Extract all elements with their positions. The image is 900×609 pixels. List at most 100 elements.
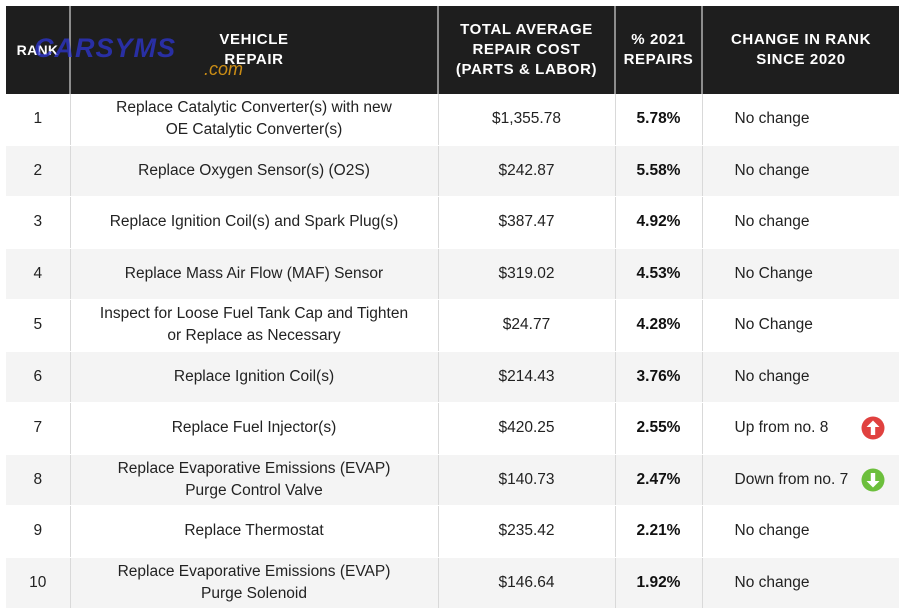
repair-cell: Replace Mass Air Flow (MAF) Sensor: [70, 248, 439, 300]
cost-cell: $319.02: [438, 248, 616, 300]
repair-name-line1: Replace Ignition Coil(s) and Spark Plug(…: [109, 213, 399, 231]
cost-cell: $242.87: [438, 145, 616, 197]
cost-cell: $140.73: [438, 454, 616, 506]
change-cell: No change: [702, 196, 899, 249]
table-row: 10 Replace Evaporative Emissions (EVAP) Pu…: [6, 557, 899, 609]
table-row: 5 Inspect for Loose Fuel Tank Cap and Tig…: [6, 299, 899, 352]
header-vehicle-repair-line2: REPAIR: [224, 51, 284, 68]
table-row: 4 Replace Mass Air Flow (MAF) Sensor $319.…: [6, 248, 899, 300]
percent-cell: 5.58%: [615, 145, 703, 197]
repair-name-line1: Replace Ignition Coil(s): [173, 367, 335, 385]
table-row: 3 Replace Ignition Coil(s) and Spark Plug…: [6, 196, 899, 249]
change-cell: No Change: [702, 248, 899, 300]
header-total-cost: TOTAL AVERAGE REPAIR COST (PARTS & LABOR…: [438, 6, 616, 94]
rank-cell: 4: [6, 248, 71, 300]
header-vehicle-repair: VEHICLE REPAIR: [70, 6, 439, 94]
change-text: No change: [734, 110, 810, 128]
rank-cell: 3: [6, 196, 71, 249]
table-row: 8 Replace Evaporative Emissions (EVAP) Pur…: [6, 454, 899, 506]
change-text: No change: [734, 213, 810, 231]
repair-name-line1: Replace Thermostat: [184, 522, 324, 540]
rank-cell: 8: [6, 454, 71, 506]
table-row: 2 Replace Oxygen Sensor(s) (O2S) $242.87 5.…: [6, 145, 899, 197]
repair-cell: Inspect for Loose Fuel Tank Cap and Tigh…: [70, 299, 439, 352]
rank-cell: 9: [6, 505, 71, 558]
header-change-in-rank: CHANGE IN RANK SINCE 2020: [702, 6, 899, 94]
repair-name-line1: Replace Evaporative Emissions (EVAP): [117, 562, 391, 580]
percent-cell: 5.78%: [615, 94, 703, 146]
table-header-row: RANK VEHICLE REPAIR TOTAL AVERAGE REPAIR…: [6, 6, 899, 94]
header-total-cost-line3: (PARTS & LABOR): [455, 61, 598, 78]
change-text: Down from no. 7: [734, 470, 849, 488]
header-vehicle-repair-line1: VEHICLE: [219, 31, 289, 48]
table-row: 9 Replace Thermostat $235.42 2.21% No change: [6, 505, 899, 558]
repair-name-line2: Purge Control Valve: [185, 481, 323, 499]
header-rank: RANK: [6, 6, 71, 94]
change-text: No change: [734, 161, 810, 179]
cost-cell: $146.64: [438, 557, 616, 609]
change-cell: No change: [702, 351, 899, 403]
table-row: 1 Replace Catalytic Converter(s) with new…: [6, 94, 899, 146]
change-cell: Down from no. 7: [702, 454, 899, 506]
change-text: Up from no. 8: [734, 419, 829, 437]
percent-cell: 1.92%: [615, 557, 703, 609]
arrow-up-icon: [861, 416, 885, 440]
repair-name-line2: OE Catalytic Converter(s): [165, 121, 343, 139]
repair-cell: Replace Thermostat: [70, 505, 439, 558]
header-percent-repairs: % 2021 REPAIRS: [615, 6, 703, 94]
arrow-down-icon: [861, 468, 885, 492]
change-cell: No change: [702, 94, 899, 146]
repair-cell: Replace Ignition Coil(s) and Spark Plug(…: [70, 196, 439, 249]
repair-cell: Replace Ignition Coil(s): [70, 351, 439, 403]
repair-name-line1: Replace Mass Air Flow (MAF) Sensor: [124, 264, 384, 282]
percent-cell: 4.28%: [615, 299, 703, 352]
change-text: No Change: [734, 264, 813, 282]
repair-name-line2: Purge Solenoid: [201, 584, 307, 602]
percent-cell: 4.92%: [615, 196, 703, 249]
repair-cell: Replace Evaporative Emissions (EVAP) Purg…: [70, 454, 439, 506]
header-percent-line2: REPAIRS: [623, 51, 694, 68]
repair-cell: Replace Fuel Injector(s): [70, 402, 439, 455]
percent-cell: 3.76%: [615, 351, 703, 403]
repair-name-line2: or Replace as Necessary: [167, 327, 341, 345]
repair-cell: Replace Catalytic Converter(s) with new O…: [70, 94, 439, 146]
change-text: No change: [734, 522, 810, 540]
cost-cell: $235.42: [438, 505, 616, 558]
header-change-line2: SINCE 2020: [756, 51, 846, 68]
cost-cell: $387.47: [438, 196, 616, 249]
cost-cell: $214.43: [438, 351, 616, 403]
change-text: No Change: [734, 316, 813, 334]
cost-cell: $420.25: [438, 402, 616, 455]
change-text: No change: [734, 573, 810, 591]
header-total-cost-line1: TOTAL AVERAGE: [460, 21, 593, 38]
change-cell: No change: [702, 557, 899, 609]
rank-cell: 5: [6, 299, 71, 352]
rank-cell: 1: [6, 94, 71, 146]
percent-cell: 2.47%: [615, 454, 703, 506]
repair-name-line1: Replace Fuel Injector(s): [171, 419, 337, 437]
header-total-cost-line2: REPAIR COST: [472, 41, 581, 58]
repair-name-line1: Replace Catalytic Converter(s) with new: [116, 99, 392, 117]
change-cell: No Change: [702, 299, 899, 352]
change-text: No change: [734, 367, 810, 385]
rank-cell: 7: [6, 402, 71, 455]
repair-name-line1: Replace Oxygen Sensor(s) (O2S): [138, 161, 370, 179]
cost-cell: $24.77: [438, 299, 616, 352]
change-cell: No change: [702, 145, 899, 197]
table-row: 6 Replace Ignition Coil(s) $214.43 3.76% No …: [6, 351, 899, 403]
percent-cell: 2.21%: [615, 505, 703, 558]
header-change-line1: CHANGE IN RANK: [730, 31, 872, 48]
repair-name-line1: Inspect for Loose Fuel Tank Cap and Tigh…: [99, 305, 409, 323]
repair-name-line1: Replace Evaporative Emissions (EVAP): [117, 459, 391, 477]
repair-ranking-table: RANK VEHICLE REPAIR TOTAL AVERAGE REPAIR…: [6, 6, 899, 609]
change-cell: Up from no. 8: [702, 402, 899, 455]
header-percent-line1: % 2021: [631, 31, 686, 48]
repair-cell: Replace Oxygen Sensor(s) (O2S): [70, 145, 439, 197]
rank-cell: 2: [6, 145, 71, 197]
rank-cell: 10: [6, 557, 71, 609]
table-row: 7 Replace Fuel Injector(s) $420.25 2.55% Up …: [6, 402, 899, 455]
change-cell: No change: [702, 505, 899, 558]
percent-cell: 4.53%: [615, 248, 703, 300]
table-body: 1 Replace Catalytic Converter(s) with new…: [6, 94, 899, 609]
